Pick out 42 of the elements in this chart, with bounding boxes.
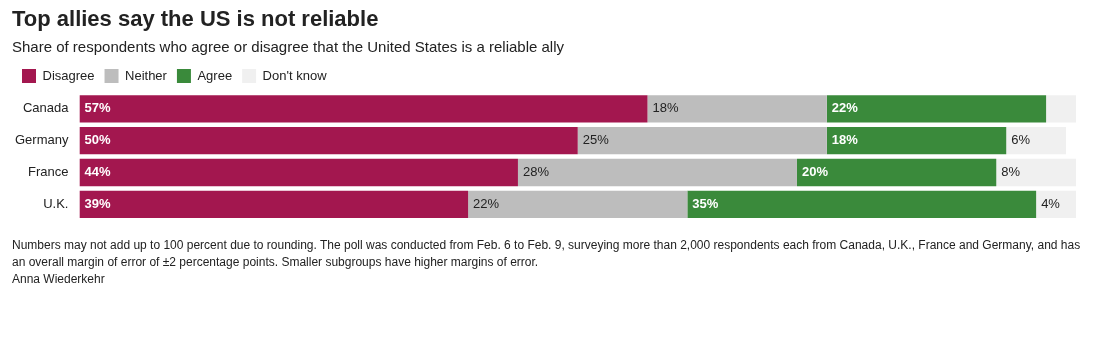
data-label: 4% <box>1041 195 1061 211</box>
bar <box>79 127 578 155</box>
y-tick-label: Germany <box>14 132 69 148</box>
bar <box>79 158 518 187</box>
data-label: 25% <box>582 132 610 148</box>
data-label: 18% <box>652 100 679 116</box>
data-label: 50% <box>84 132 111 148</box>
bar <box>1046 95 1076 123</box>
data-label: 6% <box>1011 132 1031 148</box>
bar <box>79 190 469 218</box>
bar <box>468 190 688 218</box>
y-tick-label: U.K. <box>43 195 69 211</box>
legend-label: Disagree <box>42 67 95 83</box>
data-label: 28% <box>522 164 550 180</box>
data-label: 20% <box>801 164 829 180</box>
y-tick-label: France <box>27 164 69 180</box>
data-label: 35% <box>692 195 719 211</box>
data-label: 8% <box>1001 164 1021 180</box>
bar <box>996 158 1076 187</box>
legend-label: Don't know <box>262 67 328 83</box>
text: Numbers may not add up to 100 percent due to rounding. The poll was conducted from Feb. 6 to Feb. 9, surveying more than 2,000 respondents each from Canada, U.K., France and Germany, and has an overall margin of error of ±2 percentage points. Smaller subgroups have higher margins of error. <box>12 237 1082 271</box>
bar <box>647 95 827 123</box>
chart-subtitle: Share of respondents who agree or disagree that the United States is a reliable ally <box>12 38 565 55</box>
data-label: 22% <box>473 195 500 211</box>
text: Anna Wiederkehr <box>12 271 106 288</box>
data-label: 44% <box>84 164 111 180</box>
y-tick-label: Canada <box>22 100 70 116</box>
data-label: 57% <box>84 100 111 116</box>
bar <box>79 95 648 123</box>
bar <box>796 158 997 187</box>
bar <box>1006 127 1067 155</box>
chart-title: Top allies say the US is not reliable <box>12 6 380 32</box>
bar <box>687 190 1037 218</box>
bar <box>826 95 1047 123</box>
legend-label: Neither <box>125 67 168 83</box>
bar <box>577 127 827 155</box>
bar <box>826 127 1007 155</box>
bar <box>517 158 797 187</box>
data-label: 39% <box>84 195 111 211</box>
data-label: 18% <box>831 132 859 148</box>
data-label: 22% <box>831 100 859 116</box>
legend-label: Agree <box>197 67 233 83</box>
